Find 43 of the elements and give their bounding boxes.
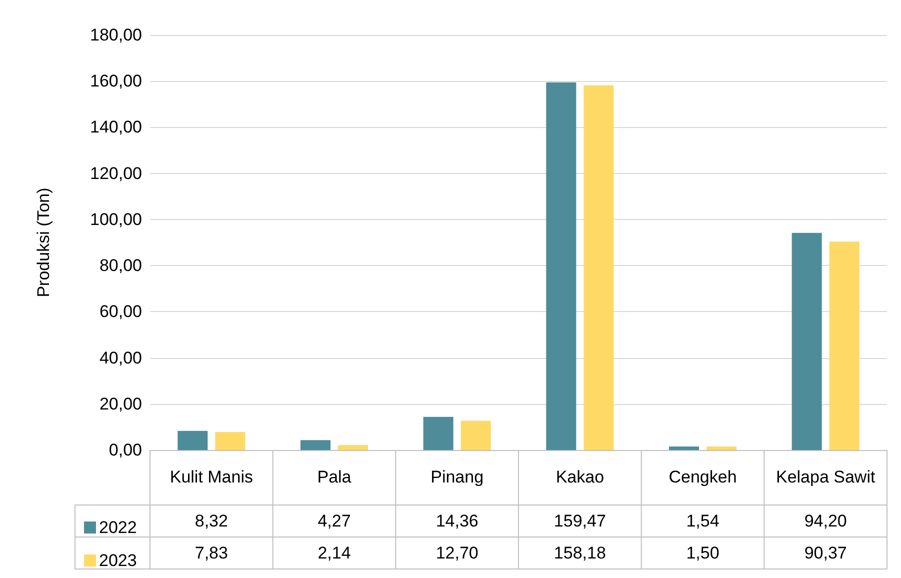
bar — [423, 416, 454, 450]
y-tick-label: 40,00 — [99, 348, 142, 368]
y-tick-label: 160,00 — [90, 72, 142, 91]
bar — [338, 445, 368, 450]
bar — [178, 430, 208, 450]
x-tick-label: Kulit Manis — [170, 468, 253, 486]
bar — [584, 85, 614, 450]
data-label: 90,37 — [804, 544, 847, 562]
bar — [829, 242, 860, 450]
y-tick-label: 60,00 — [99, 302, 142, 322]
bar — [546, 82, 576, 450]
bar — [215, 432, 246, 450]
y-tick-label: 20,00 — [99, 394, 142, 414]
data-label: 4,27 — [318, 512, 351, 530]
y-axis-title: Produksi (Ton) — [34, 188, 53, 298]
data-label: 158,18 — [554, 544, 606, 562]
legend-label: 2022 — [99, 518, 137, 537]
x-tick-label: Kelapa Sawit — [776, 468, 876, 486]
data-label: 7,83 — [194, 544, 228, 562]
x-tick-label: Pinang — [430, 468, 484, 486]
x-tick-label: Kakao — [556, 468, 604, 486]
data-label: 14,36 — [436, 512, 478, 530]
bar — [706, 446, 737, 450]
data-label: 94,20 — [804, 512, 847, 530]
x-tick-label: Cengkeh — [668, 468, 737, 486]
data-label: 159,47 — [554, 512, 606, 530]
y-tick-label: 100,00 — [90, 210, 142, 229]
y-tick-label: 180,00 — [90, 26, 142, 44]
data-label: 8,32 — [194, 512, 228, 530]
data-label: 1,54 — [686, 512, 720, 530]
y-tick-label: 0,00 — [108, 440, 142, 460]
y-tick-label: 80,00 — [99, 256, 142, 276]
data-label: 2,14 — [318, 544, 351, 562]
bar — [792, 232, 822, 450]
data-label: 12,70 — [436, 544, 478, 562]
bar — [460, 420, 491, 450]
x-tick-label: Pala — [317, 468, 352, 486]
data-label: 1,50 — [686, 544, 720, 562]
y-tick-label: 140,00 — [90, 118, 142, 137]
legend-label: 2023 — [99, 551, 137, 570]
y-tick-label: 120,00 — [90, 164, 142, 183]
bar — [668, 446, 699, 450]
bar — [300, 440, 330, 450]
